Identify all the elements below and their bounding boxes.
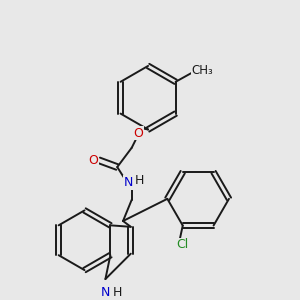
Text: Cl: Cl (177, 238, 189, 251)
Text: H: H (112, 286, 122, 299)
Text: CH₃: CH₃ (192, 64, 213, 77)
Text: N: N (101, 286, 110, 299)
Text: O: O (88, 154, 98, 167)
Text: O: O (134, 127, 143, 140)
Text: N: N (124, 176, 134, 189)
Text: H: H (135, 174, 144, 187)
